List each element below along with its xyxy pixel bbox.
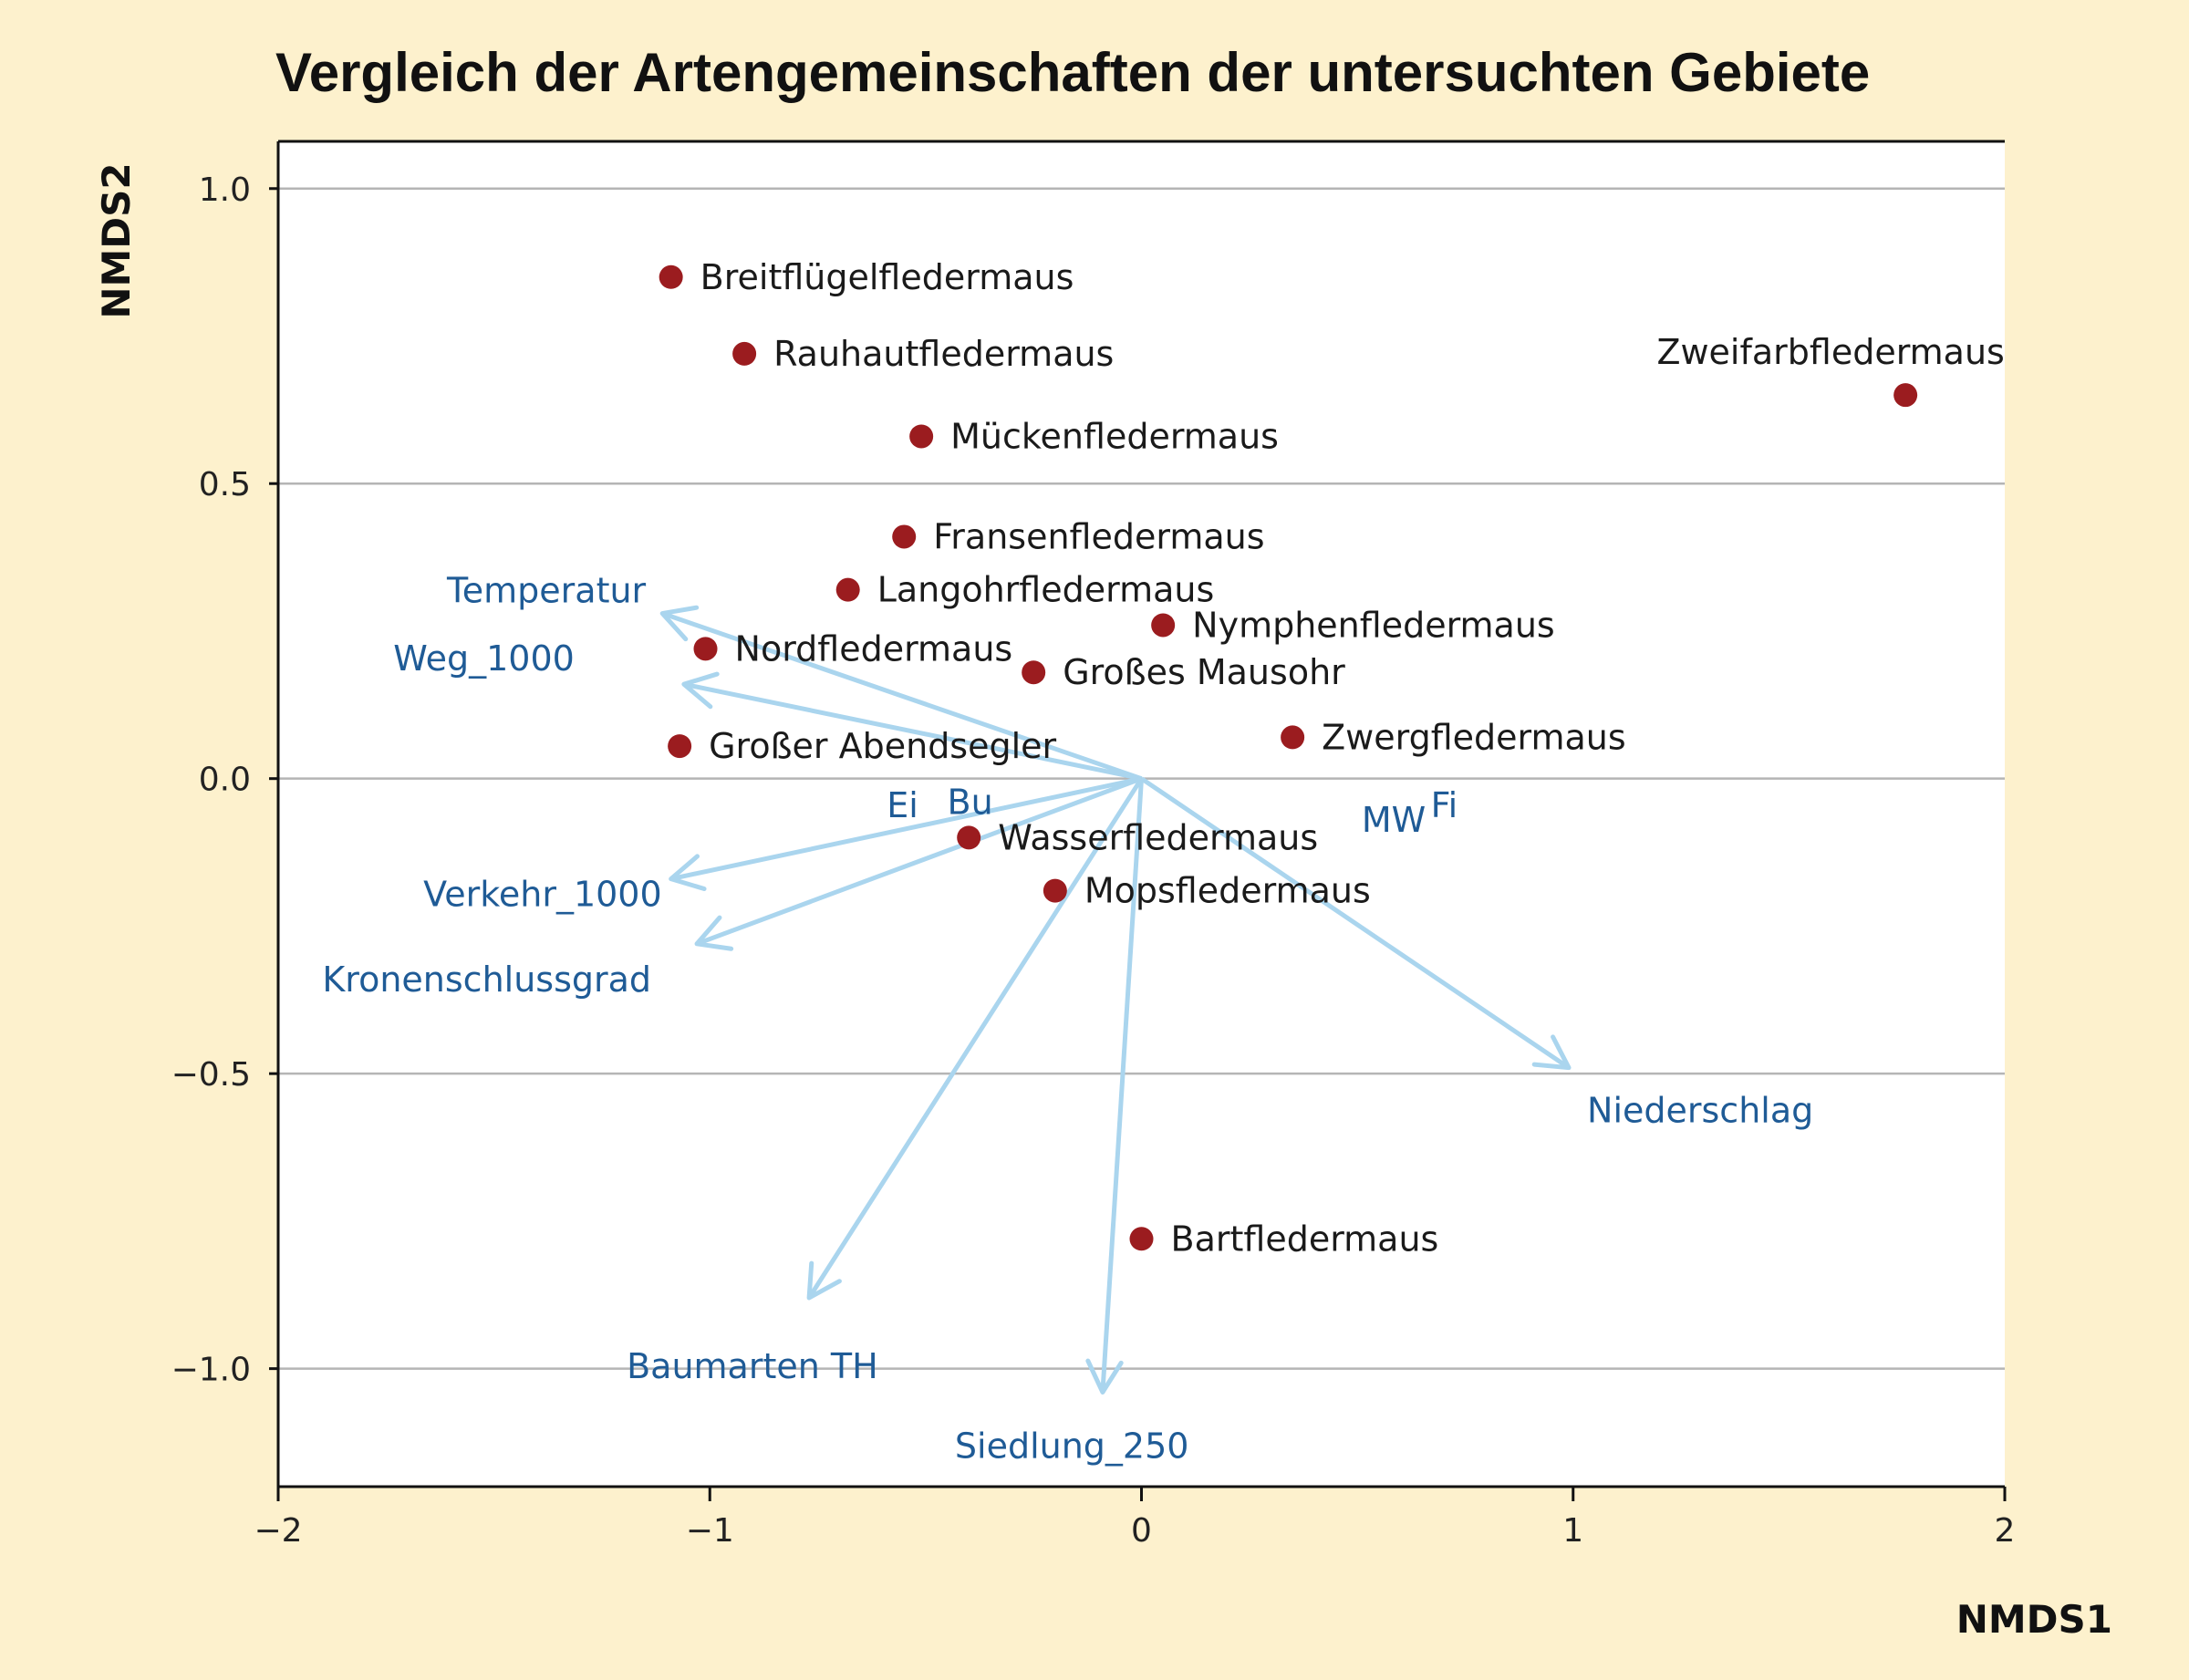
- species-label: Fransenfledermaus: [933, 516, 1264, 556]
- factor-label: MW: [1362, 800, 1426, 840]
- factor-label: Bu: [948, 783, 993, 823]
- species-label: Rauhautfledermaus: [773, 334, 1114, 374]
- vector-arrow: [683, 681, 1143, 782]
- vector-label: Kronenschlussgrad: [322, 959, 651, 1000]
- x-tick-label: 1: [1562, 1512, 1583, 1550]
- species-label: Zweifarbfledermaus: [1656, 332, 2004, 372]
- x-axis-title: NMDS1: [1956, 1597, 2112, 1642]
- vector-arrow: [661, 611, 1143, 782]
- species-point: [835, 577, 860, 602]
- species-point: [957, 825, 981, 850]
- species-label: Mopsfledermaus: [1084, 871, 1371, 911]
- species-label: Langohrfledermaus: [877, 570, 1215, 610]
- species-point: [668, 734, 692, 759]
- x-tick-label: −1: [686, 1512, 734, 1550]
- vector-label: Verkehr_1000: [423, 875, 662, 915]
- vector-arrowhead: [806, 1260, 842, 1301]
- species-point: [892, 524, 917, 549]
- species-label: Bartfledermaus: [1171, 1219, 1439, 1259]
- species-point: [1893, 383, 1918, 408]
- environmental-vectors: [659, 605, 1572, 1395]
- species-label: Mückenfledermaus: [950, 416, 1279, 456]
- species-label: Großes Mausohr: [1063, 652, 1345, 692]
- y-tick-label: −0.5: [171, 1056, 251, 1094]
- y-tick-label: 1.0: [199, 171, 251, 209]
- species-point: [909, 424, 934, 449]
- species-point: [1129, 1227, 1154, 1251]
- y-tick-label: 0.0: [199, 762, 251, 799]
- factor-label: Fi: [1431, 785, 1458, 825]
- species-point: [1043, 878, 1067, 903]
- vector-arrow: [806, 777, 1144, 1300]
- species-label: Großer Abendsegler: [709, 726, 1056, 766]
- vector-label: Siedlung_250: [955, 1426, 1189, 1466]
- factor-label: Ei: [887, 785, 918, 825]
- vector-arrowhead: [669, 854, 707, 892]
- species-label: Nordfledermaus: [735, 628, 1013, 669]
- species-point: [1151, 613, 1176, 638]
- vector-arrowhead: [1531, 1034, 1572, 1071]
- species-points: [659, 264, 1918, 1251]
- vector-arrowhead: [659, 605, 700, 642]
- vector-label: Weg_1000: [393, 638, 575, 679]
- vector-label: Temperatur: [446, 571, 647, 611]
- species-label: Wasserfledermaus: [998, 817, 1318, 857]
- vector-arrowhead: [681, 671, 720, 710]
- y-tick-label: −1.0: [171, 1352, 251, 1389]
- y-tick-label: 0.5: [199, 466, 251, 503]
- species-label: Zwergfledermaus: [1322, 717, 1626, 757]
- y-axis-title: NMDS2: [94, 162, 139, 318]
- species-label: Breitflügelfledermaus: [700, 257, 1074, 297]
- vector-arrowhead: [694, 915, 734, 951]
- species-point: [732, 341, 757, 366]
- x-tick-label: 2: [1995, 1512, 2016, 1550]
- species-point: [1281, 725, 1305, 750]
- x-tick-label: −2: [254, 1512, 302, 1550]
- chart-title: Vergleich der Artengemeinschaften der un…: [275, 42, 1870, 103]
- vector-arrow: [1140, 776, 1571, 1070]
- species-point: [693, 637, 718, 661]
- x-tick-label: 0: [1131, 1512, 1152, 1550]
- vector-label: Niederschlag: [1587, 1091, 1813, 1131]
- vector-label: Baumarten TH: [627, 1346, 878, 1386]
- vector-arrow: [670, 776, 1143, 882]
- vector-arrowhead: [1085, 1358, 1124, 1395]
- species-point: [1022, 660, 1046, 685]
- vector-arrow: [1100, 778, 1144, 1393]
- vector-arrow: [696, 776, 1143, 947]
- species-label: Nymphenfledermaus: [1192, 605, 1555, 645]
- axes: 1.0 0.5 0.0 −0.5 −1.0 −2 −1 0 1 2: [171, 140, 2016, 1550]
- species-point: [659, 264, 683, 289]
- labels: Temperatur Weg_1000 Verkehr_1000 Kronenschl…: [322, 257, 2004, 1467]
